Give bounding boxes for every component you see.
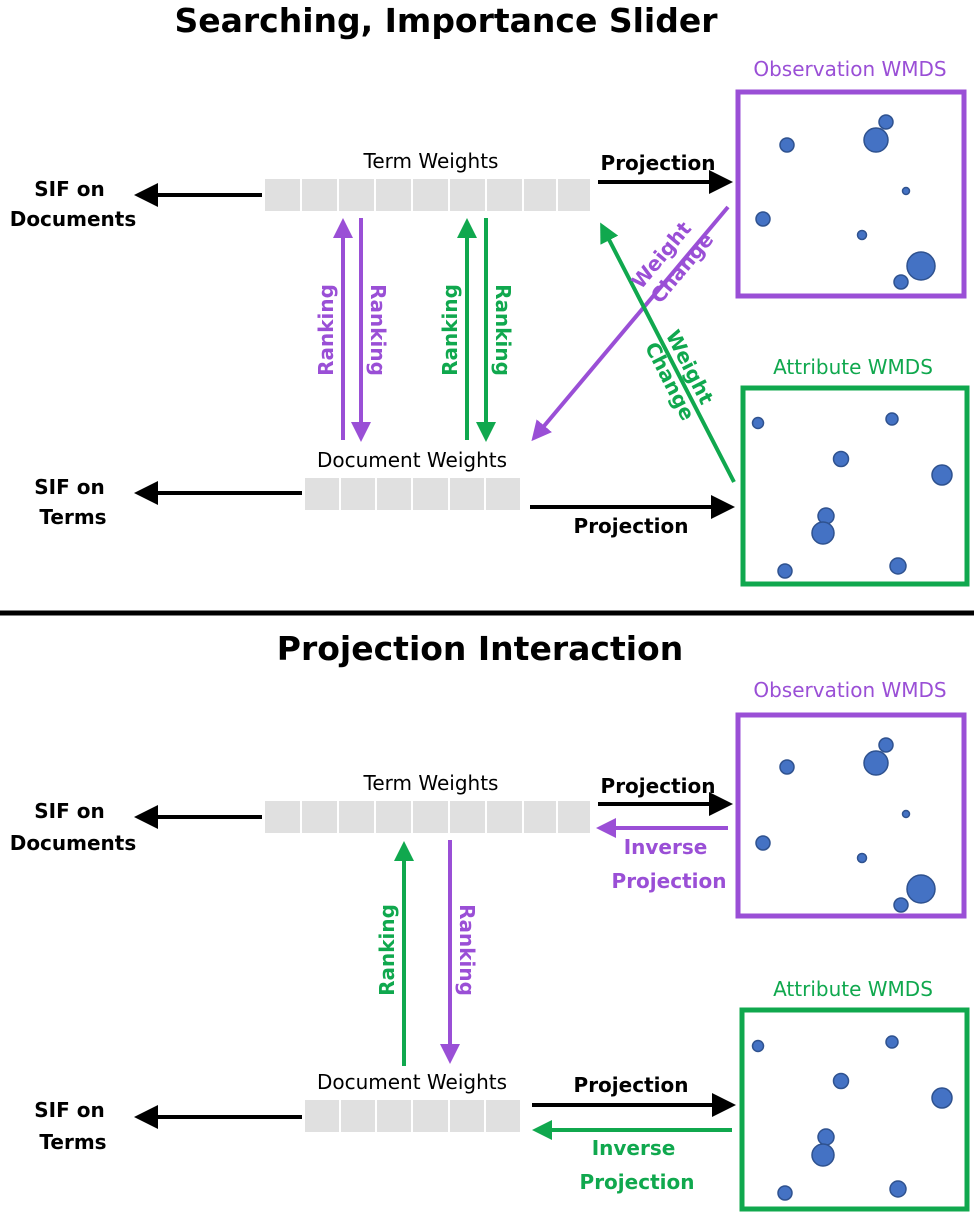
top-sif-documents-label: SIF on Documents	[10, 177, 137, 231]
top-observation-wmds-title: Observation WMDS	[753, 57, 946, 81]
bottom-attribute-wmds-points	[751, 1035, 953, 1201]
bottom-ranking-label-purple: Ranking	[455, 904, 479, 996]
top-observation-wmds-points	[755, 114, 936, 290]
top-sif-terms-label: SIF on Terms	[34, 475, 111, 529]
bottom-title: Projection Interaction	[277, 629, 683, 668]
bottom-document-weights-label: Document Weights	[317, 1070, 507, 1094]
top-ranking-label-purple-1: Ranking	[314, 284, 338, 376]
top-projection-top-label: Projection	[601, 151, 716, 175]
top-ranking-label-green-2: Ranking	[491, 284, 515, 376]
bottom-panel: Projection Interaction Term Weights SIF …	[10, 629, 970, 1212]
bottom-term-weights-label: Term Weights	[363, 771, 499, 795]
top-weight-change-label-purple: Weight Change	[626, 211, 719, 308]
top-weight-change-label-green: Weight Change	[640, 326, 722, 425]
bottom-observation-wmds-box	[735, 712, 967, 919]
top-ranking-label-green-1: Ranking	[438, 284, 462, 376]
bottom-projection-bottom-label: Projection	[574, 1073, 689, 1097]
bottom-sif-documents-label: SIF on Documents	[10, 799, 137, 855]
top-attribute-wmds-points	[751, 412, 953, 579]
bottom-term-weights-bar	[263, 799, 592, 835]
bottom-sif-terms-label: SIF on Terms	[34, 1098, 111, 1154]
bottom-inverse-projection-top-label: Inverse Projection	[612, 835, 727, 893]
top-title: Searching, Importance Slider	[174, 1, 718, 40]
bottom-attribute-wmds-box	[739, 1007, 970, 1212]
top-document-weights-bar	[303, 476, 522, 512]
top-attribute-wmds-title: Attribute WMDS	[773, 355, 933, 379]
top-weight-change-arrow-green	[600, 222, 736, 483]
top-document-weights-label: Document Weights	[317, 448, 507, 472]
bottom-inverse-projection-bottom-label: Inverse Projection	[580, 1136, 695, 1194]
top-projection-bottom-label: Projection	[574, 514, 689, 538]
bottom-attribute-wmds-title: Attribute WMDS	[773, 977, 933, 1001]
top-ranking-label-purple-2: Ranking	[366, 284, 390, 376]
bottom-observation-wmds-points	[755, 737, 936, 913]
bottom-projection-top-label: Projection	[601, 774, 716, 798]
top-attribute-wmds-box	[740, 385, 970, 587]
top-weight-change-arrow-purple	[531, 205, 730, 442]
bottom-document-weights-bar	[303, 1098, 522, 1134]
top-term-weights-bar	[263, 177, 592, 213]
top-term-weights-label: Term Weights	[363, 149, 499, 173]
bottom-ranking-label-green: Ranking	[375, 904, 399, 996]
bottom-observation-wmds-title: Observation WMDS	[753, 678, 946, 702]
top-panel: Searching, Importance Slider Term Weight…	[10, 1, 970, 587]
